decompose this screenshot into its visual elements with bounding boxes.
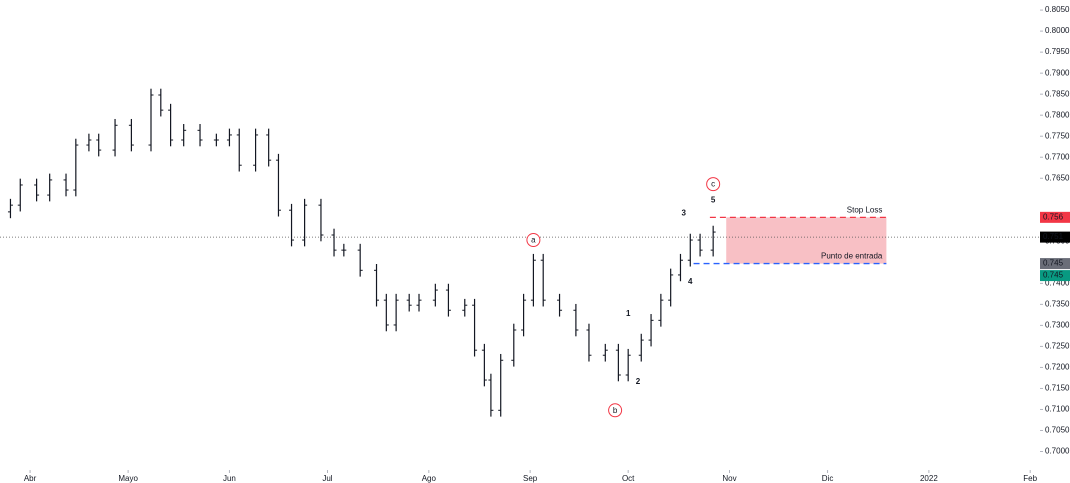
wave-label: 4 (688, 277, 693, 286)
x-tick-label: Feb (1023, 474, 1037, 483)
x-tick-label: Sep (523, 474, 538, 483)
y-tick-label: 0.7900 (1045, 68, 1070, 77)
wave-label: a (531, 236, 536, 245)
y-tick-label: 0.7650 (1045, 173, 1070, 182)
stop-zone (726, 217, 887, 264)
x-tick-label: Dic (822, 474, 834, 483)
y-tick-label: 0.7300 (1045, 320, 1070, 329)
wave-label: c (711, 180, 715, 189)
y-tick-label: 0.7700 (1045, 152, 1070, 161)
wave-label: 1 (626, 309, 631, 318)
y-tick-label: 0.7350 (1045, 299, 1070, 308)
wave-label: 2 (636, 377, 641, 386)
price-tag (1040, 270, 1070, 282)
x-tick-label: Jun (223, 474, 236, 483)
y-tick-label: 0.7950 (1045, 47, 1070, 56)
y-tick-label: 0.7800 (1045, 110, 1070, 119)
wave-label: 5 (711, 196, 716, 205)
y-tick-label: 0.7200 (1045, 363, 1070, 372)
x-tick-label: Oct (622, 474, 635, 483)
wave-label: 3 (682, 209, 687, 218)
price-tag-label: 0.751 (1043, 232, 1064, 241)
price-tag-label: 0.745 (1043, 259, 1064, 268)
y-tick-label: 0.7850 (1045, 89, 1070, 98)
y-tick-label: 0.7050 (1045, 426, 1070, 435)
wave-circle (526, 233, 541, 248)
y-tick-label: 0.7150 (1045, 384, 1070, 393)
y-tick-label: 0.7100 (1045, 405, 1070, 414)
y-tick-label: 0.8050 (1045, 5, 1070, 14)
x-tick-label: 2022 (920, 474, 938, 483)
y-tick-label: 0.7000 (1045, 447, 1070, 456)
y-tick-label: 0.7750 (1045, 131, 1070, 140)
x-tick-label: Ago (422, 474, 437, 483)
price-tag-label: 0.745 (1043, 271, 1064, 280)
level-name: Punto de entrada (821, 252, 883, 261)
price-tag (1040, 211, 1070, 223)
y-tick-label: 0.7400 (1045, 278, 1070, 287)
wave-label: b (613, 406, 618, 415)
x-tick-label: Mayo (118, 474, 138, 483)
wave-circle (706, 177, 721, 192)
x-tick-label: Nov (722, 474, 736, 483)
price-tag (1040, 231, 1070, 243)
level-name: Stop Loss (847, 205, 883, 214)
x-tick-label: Abr (24, 474, 37, 483)
wave-circle (608, 403, 623, 418)
price-tag-label: 0.756 (1043, 212, 1064, 221)
x-tick-label: Jul (322, 474, 332, 483)
price-tag (1040, 258, 1070, 270)
y-tick-label: 0.7250 (1045, 342, 1070, 351)
y-tick-label: 0.8000 (1045, 26, 1070, 35)
